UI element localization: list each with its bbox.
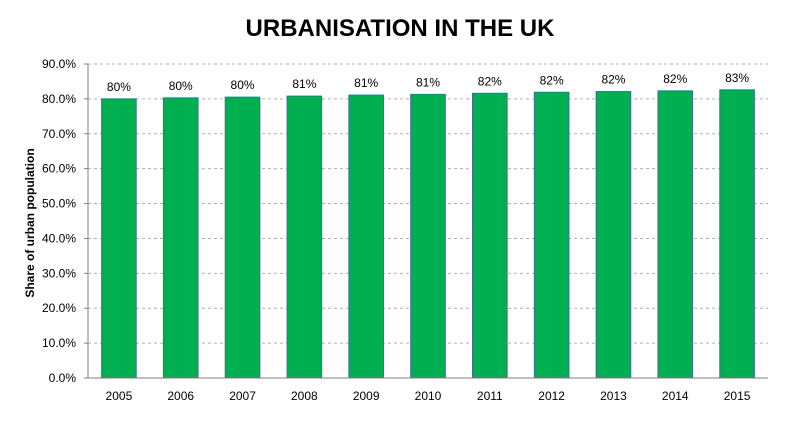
bar-2007: [224, 96, 261, 379]
bar-2013: [595, 91, 632, 379]
chart-title: URBANISATION IN THE UK: [246, 15, 556, 42]
data-label-2015: 83%: [725, 71, 749, 85]
y-tick-label: 20.0%: [42, 301, 76, 315]
data-label-2011: 82%: [478, 74, 502, 88]
grid-lines: [88, 63, 768, 344]
x-tick-label-2007: 2007: [229, 389, 256, 403]
data-label-2013: 82%: [601, 73, 625, 87]
x-tick-label-2015: 2015: [724, 389, 751, 403]
bar-2006: [162, 97, 199, 379]
bar-2012: [533, 91, 570, 379]
y-tick-label: 0.0%: [49, 371, 77, 385]
bars: [101, 89, 755, 379]
x-tick-label-2005: 2005: [106, 389, 133, 403]
data-label-2010: 81%: [416, 75, 440, 89]
y-tick-label: 10.0%: [42, 336, 76, 350]
y-tick-label: 30.0%: [42, 266, 76, 280]
bar-2008: [286, 95, 323, 379]
data-labels: 80% 80% 80% 81% 81% 81% 82% 82% 82% 82% 83%: [107, 71, 750, 94]
x-tick-label-2008: 2008: [291, 389, 318, 403]
x-axis-ticks: 2005 2006 2007 2008 2009 2010 2011 2012 2013 2014…: [106, 389, 751, 403]
x-tick-label-2009: 2009: [353, 389, 380, 403]
bar-2011: [472, 92, 508, 379]
y-tick-label: 80.0%: [42, 92, 76, 106]
x-tick-label-2011: 2011: [477, 389, 503, 403]
y-tick-label: 40.0%: [42, 231, 76, 245]
x-tick-label-2013: 2013: [600, 389, 627, 403]
y-tick-label: 60.0%: [42, 162, 76, 176]
bar-2015: [719, 89, 755, 379]
y-axis-ticks: 0.0% 10.0% 20.0% 30.0% 40.0% 50.0% 60.0% 70.0% 8…: [42, 57, 76, 385]
bar-2014: [657, 90, 694, 379]
data-label-2014: 82%: [663, 72, 687, 86]
data-label-2012: 82%: [540, 73, 564, 87]
x-tick-label-2014: 2014: [662, 389, 689, 403]
x-tick-label-2006: 2006: [167, 389, 194, 403]
y-tick-label: 70.0%: [42, 127, 76, 141]
x-tick-label-2010: 2010: [415, 389, 442, 403]
bar-2009: [348, 94, 384, 379]
data-label-2008: 81%: [292, 77, 316, 91]
x-tick-label-2012: 2012: [538, 389, 565, 403]
y-axis-title: Share of urban population: [23, 148, 37, 297]
y-tick-label: 50.0%: [42, 197, 76, 211]
data-label-2007: 80%: [231, 78, 255, 92]
axes: [84, 63, 768, 379]
bar-2005: [101, 98, 137, 379]
data-label-2009: 81%: [354, 76, 378, 90]
y-tick-label: 90.0%: [42, 57, 76, 71]
data-label-2005: 80%: [107, 80, 131, 94]
data-label-2006: 80%: [169, 79, 193, 93]
bar-2010: [410, 93, 446, 379]
